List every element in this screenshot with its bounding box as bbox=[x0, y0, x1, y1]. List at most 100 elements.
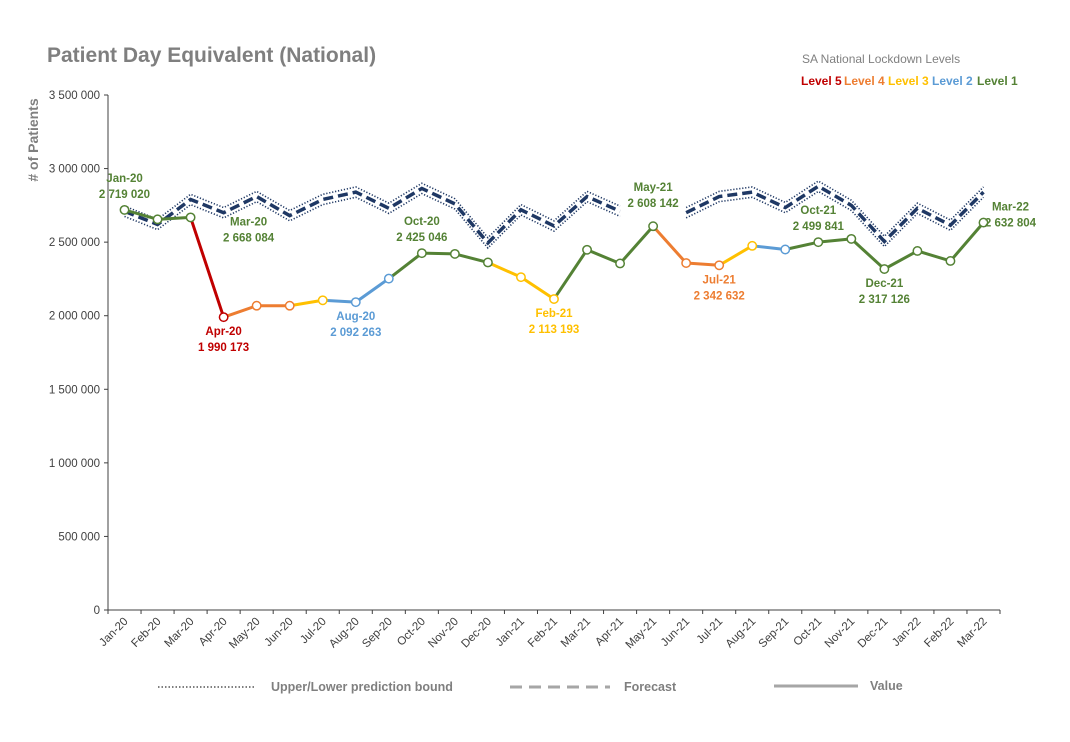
value-point bbox=[251, 300, 262, 311]
axes: 0 500 000 1 000 000 1 500 000 2 000 000 2 500… bbox=[49, 90, 1001, 652]
value-point bbox=[549, 294, 559, 305]
x-tick-label: Aug-21 bbox=[724, 616, 759, 651]
x-tick-label: Jul-20 bbox=[298, 616, 329, 647]
value-point bbox=[119, 204, 130, 215]
value-point bbox=[416, 248, 427, 259]
value-point bbox=[747, 240, 758, 251]
value-point bbox=[780, 244, 791, 255]
legend-forecast-label: Forecast bbox=[624, 680, 677, 694]
annotation-value: 2 608 142 bbox=[628, 198, 679, 210]
value-point bbox=[615, 258, 626, 269]
annotation-value: 1 990 173 bbox=[198, 342, 249, 354]
y-axis-label: # of Patients bbox=[25, 98, 41, 181]
x-tick-label: Apr-20 bbox=[197, 616, 230, 649]
value-point bbox=[350, 297, 361, 308]
value-point bbox=[482, 257, 493, 268]
value-point bbox=[912, 246, 923, 256]
annotation-value: 2 499 841 bbox=[793, 221, 845, 233]
legend-bound-label: Upper/Lower prediction bound bbox=[271, 680, 453, 694]
annotation-month: Mar-22 bbox=[992, 202, 1029, 214]
value-segment bbox=[222, 304, 259, 319]
value-segment bbox=[750, 244, 787, 251]
value-point bbox=[813, 237, 824, 248]
value-series bbox=[123, 208, 985, 319]
value-segment bbox=[816, 237, 853, 244]
y-tick-label: 3 000 000 bbox=[49, 164, 100, 176]
annotation-value: 2 113 193 bbox=[529, 324, 580, 336]
series-legend: Upper/Lower prediction bound Forecast Va… bbox=[158, 679, 903, 694]
annotation-month: Dec-21 bbox=[866, 278, 904, 290]
annotation-month: Jan-20 bbox=[106, 173, 142, 185]
x-tick-label: Jun-20 bbox=[262, 616, 295, 649]
value-segment bbox=[189, 215, 226, 319]
value-point bbox=[945, 256, 956, 266]
prediction-bounds bbox=[124, 180, 985, 250]
value-point bbox=[284, 300, 295, 311]
value-segment bbox=[585, 248, 622, 265]
value-segment bbox=[651, 224, 688, 265]
value-point bbox=[185, 212, 196, 223]
value-point bbox=[648, 221, 659, 232]
legend-level-2: Level 2 bbox=[932, 74, 973, 88]
value-segment bbox=[948, 221, 985, 263]
annotation-month: Aug-20 bbox=[336, 311, 375, 323]
value-segment bbox=[387, 251, 424, 281]
x-tick-label: Aug-20 bbox=[327, 616, 362, 651]
value-segment bbox=[618, 224, 655, 265]
x-tick-label: Mar-21 bbox=[559, 616, 593, 650]
value-segment bbox=[849, 237, 886, 271]
value-point bbox=[681, 258, 692, 268]
value-segment bbox=[519, 275, 556, 301]
value-segment bbox=[123, 208, 160, 221]
value-point bbox=[714, 260, 725, 271]
x-tick-label: Sep-20 bbox=[360, 616, 395, 651]
annotation-month: Jul-21 bbox=[703, 274, 737, 286]
value-segment bbox=[915, 249, 952, 263]
annotation-month: Mar-20 bbox=[230, 216, 267, 228]
x-tick-label: Feb-22 bbox=[922, 616, 956, 650]
annotation-value: 2 632 804 bbox=[985, 218, 1037, 230]
x-tick-label: Sep-21 bbox=[757, 616, 792, 651]
value-point bbox=[846, 233, 857, 244]
lockdown-legend: SA National Lockdown Levels Level 5 Leve… bbox=[801, 52, 1018, 88]
x-tick-label: Apr-21 bbox=[593, 616, 626, 649]
x-tick-label: Jun-21 bbox=[659, 616, 692, 649]
x-tick-label: Jan-21 bbox=[494, 616, 527, 649]
lower-prediction-bound bbox=[124, 192, 621, 250]
upper-prediction-bound bbox=[124, 182, 621, 239]
legend-level-3: Level 3 bbox=[888, 74, 929, 88]
x-tick-label: Mar-20 bbox=[162, 616, 196, 650]
x-tick-label: Feb-20 bbox=[129, 616, 163, 650]
value-segment bbox=[783, 240, 820, 251]
x-tick-label: Oct-21 bbox=[792, 616, 825, 649]
annotation-month: Oct-20 bbox=[404, 216, 440, 228]
value-point bbox=[978, 217, 989, 228]
x-tick-label: Dec-20 bbox=[459, 616, 494, 651]
value-point bbox=[218, 312, 229, 323]
chart-title: Patient Day Equivalent (National) bbox=[47, 44, 376, 67]
value-segment bbox=[288, 298, 325, 308]
value-segment bbox=[684, 261, 721, 267]
x-tick-label: May-21 bbox=[624, 616, 660, 652]
value-segment bbox=[717, 244, 754, 267]
legend-value-label: Value bbox=[870, 679, 903, 693]
annotation-value: 2 342 632 bbox=[694, 290, 745, 302]
value-point bbox=[152, 214, 163, 225]
value-markers bbox=[119, 204, 989, 323]
legend-level-4: Level 4 bbox=[844, 74, 885, 88]
value-point bbox=[383, 273, 394, 284]
value-segment bbox=[486, 260, 523, 279]
annotations: Jan-20 2 719 020 Mar-20 2 668 084 Apr-20 1 99… bbox=[99, 173, 1037, 354]
annotation-value: 2 317 126 bbox=[859, 294, 910, 306]
value-point bbox=[317, 295, 328, 306]
x-tick-label: Oct-20 bbox=[395, 616, 428, 649]
x-tick-label: Nov-20 bbox=[426, 616, 461, 651]
value-segment bbox=[882, 249, 919, 271]
value-segment bbox=[552, 248, 589, 301]
value-point bbox=[879, 264, 890, 275]
x-tick-label: Jul-21 bbox=[695, 616, 726, 647]
annotation-value: 2 719 020 bbox=[99, 189, 150, 201]
legend-level-1: Level 1 bbox=[977, 74, 1018, 88]
annotation-value: 2 092 263 bbox=[330, 327, 381, 339]
